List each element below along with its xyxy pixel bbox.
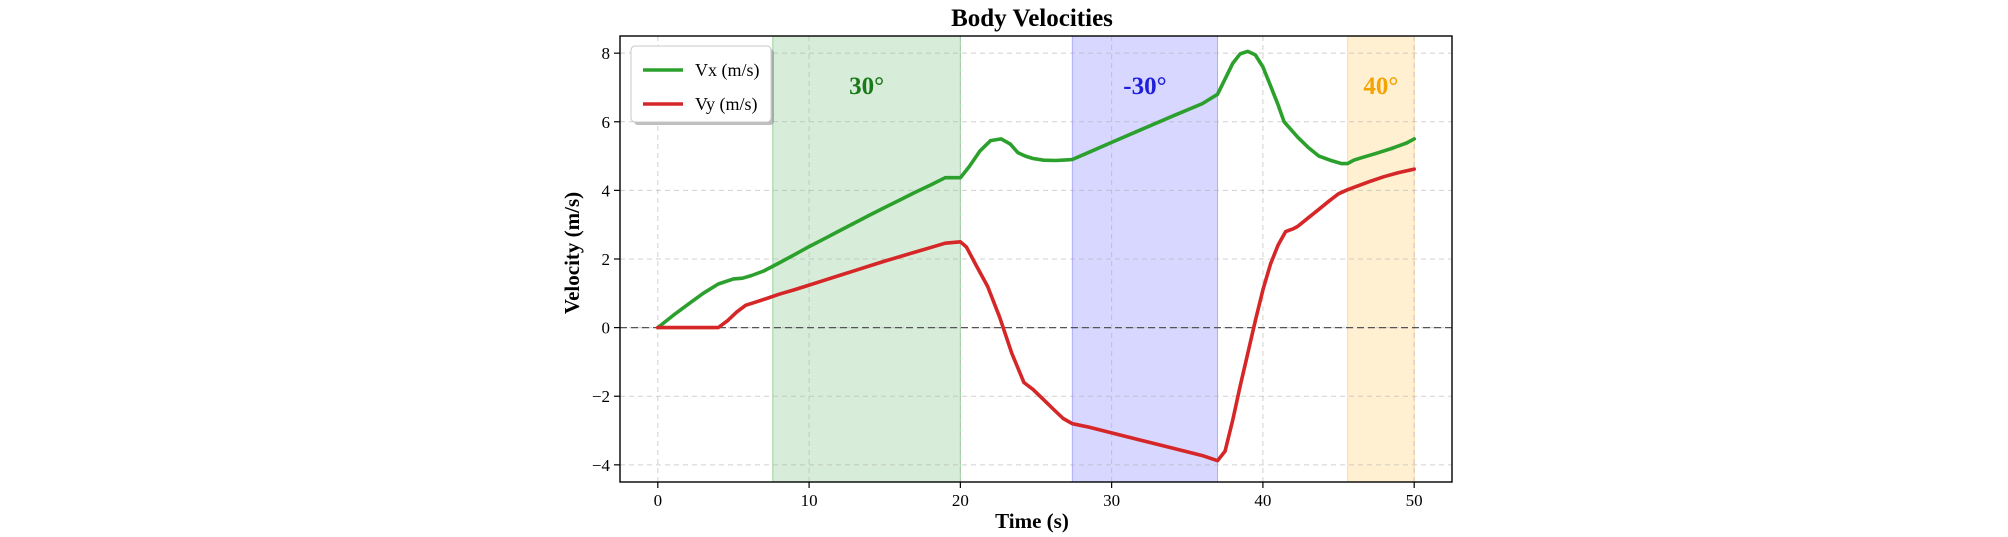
series-line-vy [655, 167, 1416, 463]
legend-label-vx: Vx (m/s) [695, 60, 760, 81]
x-tick-label-2: 20 [952, 491, 969, 510]
y-tick-label-6: 8 [602, 44, 611, 63]
y-axis-label: Velocity (m/s) [560, 192, 584, 314]
series-line-vx [655, 49, 1416, 330]
region-labels: 30° -30° 40° [849, 73, 1398, 100]
x-axis-label: Time (s) [995, 509, 1069, 533]
x-tick-label-5: 50 [1406, 491, 1423, 510]
x-tick-label-0: 0 [654, 491, 663, 510]
y-tick-label-2: 0 [602, 319, 611, 338]
y-tick-label-5: 6 [602, 113, 611, 132]
region-label-1: -30° [1123, 73, 1166, 100]
legend: Vx (m/s) Vy (m/s) [630, 45, 774, 125]
x-tick-label-1: 10 [801, 491, 818, 510]
axes: 0 10 20 30 40 50 −4 −2 0 2 4 6 8 [592, 35, 1453, 510]
x-tick-label-3: 30 [1103, 491, 1120, 510]
y-tick-label-0: −4 [592, 456, 611, 475]
legend-label-vy: Vy (m/s) [695, 94, 758, 115]
y-tick-label-1: −2 [592, 387, 610, 406]
y-tick-label-3: 2 [602, 250, 611, 269]
series-layer [655, 49, 1416, 463]
region-label-2: 40° [1363, 73, 1398, 100]
chart-title: Body Velocities [951, 5, 1113, 32]
y-tick-label-4: 4 [602, 181, 611, 200]
region-label-0: 30° [849, 73, 884, 100]
x-tick-label-4: 40 [1254, 491, 1271, 510]
